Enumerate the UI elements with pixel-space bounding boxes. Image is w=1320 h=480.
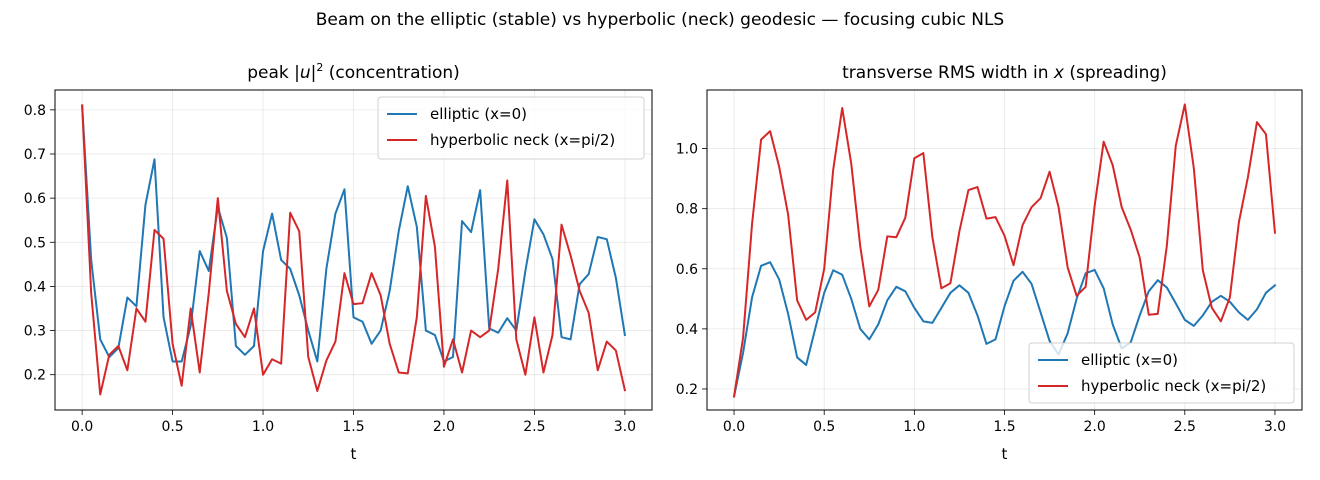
- spreading-elliptic-series-line: [732, 261, 1277, 398]
- concentration-ytick-label: 0.3: [24, 324, 46, 340]
- concentration-ytick-label: 0.6: [24, 191, 46, 207]
- spreading-ytick-label: 0.4: [676, 322, 698, 338]
- spreading-xtick-label: 2.5: [1174, 419, 1196, 435]
- spreading-xaxis-label: t: [1002, 445, 1008, 463]
- concentration-chart-title: peak |u|2 (concentration): [247, 61, 460, 83]
- concentration-elliptic-series-line: [81, 104, 627, 363]
- concentration-legend: elliptic (x=0) hyperbolic neck (x=pi/2): [377, 96, 645, 160]
- spreading-xtick-label: 2.0: [1084, 419, 1106, 435]
- concentration-legend-label-elliptic: elliptic (x=0): [430, 105, 527, 123]
- spreading-xtick-label: 1.0: [903, 419, 925, 435]
- concentration-xtick-label: 1.0: [252, 419, 274, 435]
- concentration-xtick-label: 0.0: [71, 419, 93, 435]
- spreading-legend: elliptic (x=0) hyperbolic neck (x=pi/2): [1028, 342, 1295, 404]
- concentration-xtick-label: 3.0: [614, 419, 636, 435]
- spreading-xtick-label: 3.0: [1264, 419, 1286, 435]
- spreading-chart-title: transverse RMS width in x (spreading): [842, 63, 1167, 83]
- concentration-xtick-label: 1.5: [342, 419, 364, 435]
- spreading-legend-label-hyperbolic: hyperbolic neck (x=pi/2): [1081, 377, 1266, 395]
- concentration-ytick-label: 0.7: [24, 147, 46, 163]
- concentration-xaxis-label: t: [351, 445, 357, 463]
- spreading-legend-label-elliptic: elliptic (x=0): [1081, 351, 1178, 369]
- concentration-panel: 0.0 0.5 1.0 1.5 2.0 2.5 3.0 0.2 0.3 0.4 0.5 0.6 0.7 0…: [24, 61, 653, 463]
- spreading-xtick-label: 0.5: [813, 419, 835, 435]
- concentration-ytick-label: 0.5: [24, 235, 46, 251]
- spreading-xtick-label: 1.5: [993, 419, 1015, 435]
- concentration-hyperbolic-series-line: [81, 104, 627, 396]
- concentration-xtick-label: 2.0: [433, 419, 455, 435]
- concentration-legend-box: [377, 96, 645, 160]
- figure-suptitle: Beam on the elliptic (stable) vs hyperbo…: [316, 10, 1004, 30]
- concentration-ytick-label: 0.2: [24, 368, 46, 384]
- concentration-ytick-label: 0.8: [24, 103, 46, 119]
- spreading-ytick-label: 0.6: [676, 262, 698, 278]
- spreading-legend-box: [1028, 342, 1295, 404]
- spreading-ytick-label: 1.0: [676, 142, 698, 158]
- concentration-ytick-label: 0.4: [24, 279, 46, 295]
- spreading-xtick-label: 0.0: [723, 419, 745, 435]
- concentration-legend-label-hyperbolic: hyperbolic neck (x=pi/2): [430, 131, 615, 149]
- concentration-xtick-label: 2.5: [523, 419, 545, 435]
- spreading-panel: 0.0 0.5 1.0 1.5 2.0 2.5 3.0 0.2 0.4 0.6 0.8 1.0 t tra…: [676, 63, 1303, 463]
- spreading-ytick-label: 0.2: [676, 382, 698, 398]
- spreading-hyperbolic-series-line: [732, 103, 1277, 398]
- concentration-xtick-label: 0.5: [161, 419, 183, 435]
- spreading-ytick-label: 0.8: [676, 202, 698, 218]
